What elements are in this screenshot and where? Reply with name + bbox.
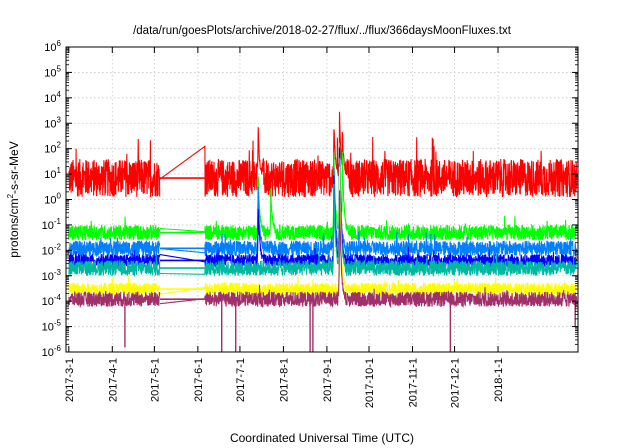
y-axis-title-base: protons/cm [7,198,21,257]
series-line [159,158,578,278]
y-tick-label: 10-4 [42,293,62,308]
y-tick-label: 10-6 [42,344,62,359]
series-line [159,142,578,243]
x-tick-label: 2017-11-1 [407,358,419,407]
y-tick-label: 10-5 [42,319,62,334]
x-axis-title: Coordinated Universal Time (UTC) [230,431,414,445]
y-tick-label: 10-1 [42,217,62,232]
y-axis-title-rest: -s-sr-MeV [7,141,21,194]
series-6 [68,190,578,309]
series-0 [68,111,578,198]
y-tick-exponent: 0 [57,192,62,201]
y-tick-label: 106 [44,39,61,54]
y-tick-exponent: -5 [54,319,62,328]
y-tick-base: 10 [44,93,56,105]
series-line [159,111,578,198]
series-line [68,237,161,258]
series-1 [68,142,578,243]
y-tick-base: 10 [42,245,54,257]
series-line [68,290,161,309]
x-tick-label: 2017-8-1 [278,358,290,402]
y-tick-exponent: -1 [54,217,62,226]
x-axis: 2017-3-1 2017-4-1 2017-5-1 2017-6-1 2017-7-1… [64,47,505,408]
y-tick-base: 10 [42,220,54,232]
y-tick-base: 10 [42,347,54,359]
y-axis: 10-610-510-410-310-210-11001011021031041… [42,39,578,359]
y-tick-exponent: -6 [54,344,62,353]
y-tick-base: 10 [44,169,56,181]
y-tick-base: 10 [44,42,56,54]
y-tick-label: 100 [44,192,61,207]
x-tick-label: 2017-5-1 [149,358,161,402]
x-tick-label: 2017-10-1 [364,358,376,408]
y-tick-exponent: -3 [54,268,62,277]
y-tick-exponent: -4 [54,293,62,302]
x-tick-label: 2017-6-1 [193,358,205,402]
y-tick-base: 10 [42,271,54,283]
y-tick-exponent: 5 [57,64,62,73]
x-tick-label: 2017-9-1 [322,358,334,402]
y-tick-exponent: 6 [57,39,62,48]
y-axis-title: protons/cm2-s-sr-MeV [6,141,21,257]
y-tick-exponent: 4 [57,90,62,99]
y-tick-label: 10-2 [42,242,62,257]
y-tick-label: 101 [44,166,61,181]
x-tick-label: 2017-4-1 [107,358,119,402]
y-tick-base: 10 [44,118,56,130]
y-tick-label: 103 [44,115,61,130]
y-tick-label: 105 [44,64,61,79]
y-tick-label: 102 [44,141,61,156]
y-tick-exponent: -2 [54,242,62,251]
series-line [68,138,161,198]
y-tick-base: 10 [44,195,56,207]
x-tick-label: 2017-7-1 [235,358,247,402]
series-line [68,216,161,242]
y-tick-exponent: 3 [57,115,62,124]
y-tick-base: 10 [44,67,56,79]
y-tick-exponent: 2 [57,141,62,150]
y-tick-base: 10 [42,296,54,308]
x-tick-label: 2018-1-1 [493,358,505,402]
grid [66,47,578,352]
x-tick-label: 2017-3-1 [64,358,76,402]
y-axis-title-sup: 2 [6,193,15,198]
x-tick-label: 2017-12-1 [450,358,462,408]
series-4 [68,158,578,278]
chart-title: /data/run/goesPlots/archive/2018-02-27/f… [133,25,512,37]
series-5 [68,166,577,297]
y-tick-label: 10-3 [42,268,62,283]
series-line [68,255,161,278]
y-tick-exponent: 1 [57,166,62,175]
series-line [159,146,578,258]
series-line [159,166,577,297]
series-line [68,276,161,297]
y-tick-label: 104 [44,90,61,105]
series-line [159,190,578,309]
y-tick-base: 10 [44,144,56,156]
series-2 [68,146,578,258]
y-tick-base: 10 [42,322,54,334]
series-layer [68,111,578,352]
